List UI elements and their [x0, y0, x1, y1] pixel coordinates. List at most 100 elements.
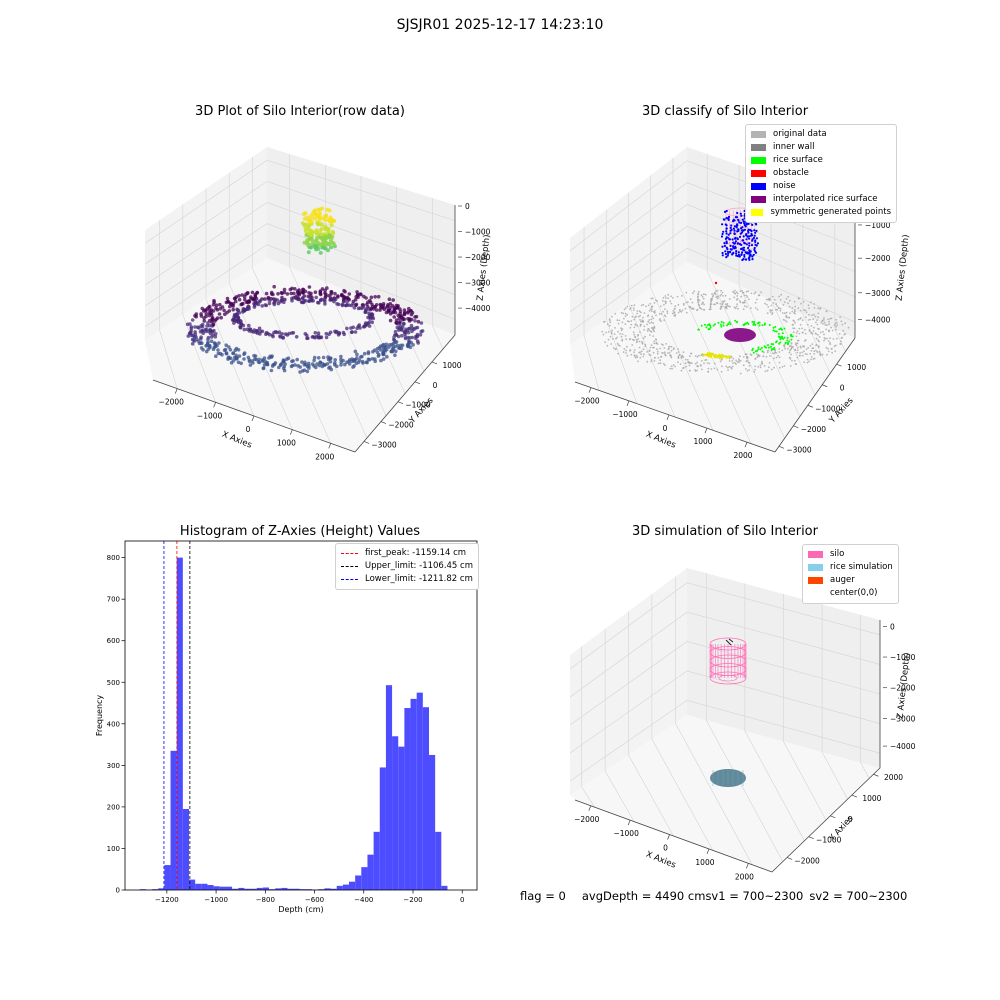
plot1-point — [315, 235, 319, 240]
plot2-point — [744, 299, 746, 302]
plot1-point — [392, 315, 397, 319]
plot2-point — [694, 362, 697, 365]
histogram-bar — [232, 888, 239, 890]
plot4-legend-swatch — [808, 564, 823, 571]
plot4-x-tick — [706, 848, 710, 855]
plot2-point — [748, 252, 751, 255]
plot2-point — [792, 327, 795, 330]
plot2-point — [790, 338, 793, 341]
plot1-point — [343, 362, 347, 367]
plot1-point — [195, 325, 200, 330]
plot2-point — [783, 365, 786, 367]
plot1-point — [247, 307, 251, 311]
plot2-point — [723, 244, 726, 247]
plot2-point — [624, 315, 627, 317]
plot2-original-data-cloud — [601, 289, 850, 375]
histogram-bar — [158, 888, 165, 890]
plot2-point — [825, 328, 827, 331]
plot2-point — [623, 348, 626, 350]
plot2-point — [816, 319, 818, 321]
plot2-point — [795, 342, 797, 345]
plot2-point — [684, 307, 687, 310]
plot1-point — [303, 298, 308, 303]
plot2-point — [739, 301, 742, 304]
plot2-point — [687, 301, 689, 303]
plot2-point — [633, 351, 635, 354]
plot1-point — [276, 292, 280, 296]
plot2-point — [750, 354, 753, 357]
plot2-point — [726, 324, 728, 327]
plot2-point — [655, 338, 658, 341]
plot2-point — [775, 303, 777, 305]
plot1-point — [253, 357, 257, 362]
plot2-point — [680, 369, 683, 372]
histogram-bar — [367, 854, 374, 890]
histogram-bar — [244, 888, 251, 890]
plot1-point — [300, 369, 305, 373]
plot2-point — [800, 317, 802, 319]
plot2-point — [659, 347, 661, 350]
plot1-x-tick — [290, 429, 293, 435]
plot2-point — [656, 348, 658, 351]
plot2-point — [701, 301, 704, 304]
plot2-legend-label: interpolated rice surface — [773, 194, 878, 204]
plot2-point — [654, 299, 657, 301]
plot2-point — [781, 366, 784, 368]
plot2-point — [700, 324, 703, 327]
plot2-point — [727, 369, 729, 371]
plot2-point — [636, 325, 639, 327]
plot4-y-tick — [873, 773, 879, 777]
plot4-x-tick — [627, 820, 631, 826]
plot2-point — [839, 316, 842, 318]
plot2-x-tick-label: 0 — [663, 424, 668, 433]
plot2-point — [835, 321, 838, 324]
plot2-point — [660, 343, 663, 346]
plot2-point — [722, 355, 725, 358]
plot2-point — [611, 337, 614, 340]
plot2-point — [720, 359, 723, 361]
plot1-point — [388, 306, 392, 310]
plot2-point — [739, 359, 742, 362]
plot2-point — [701, 368, 703, 371]
plot1-point — [316, 331, 321, 336]
plot1-point — [381, 357, 386, 361]
plot2-point — [787, 347, 789, 350]
histogram-legend: first_peak: -1159.14 cm Upper_limit: -110… — [335, 543, 479, 590]
plot2-point — [624, 323, 627, 325]
plot2-point — [634, 323, 637, 326]
plot1-point — [228, 348, 233, 352]
plot2-point — [720, 320, 723, 323]
plot2-point — [788, 356, 791, 359]
plot2-point — [734, 242, 737, 245]
plot2-point — [643, 353, 645, 356]
plot2-point — [809, 344, 812, 347]
plot1-point — [205, 341, 210, 346]
plot2-point — [652, 351, 655, 354]
plot2-point — [711, 293, 713, 295]
histogram-legend-line — [341, 553, 358, 554]
plot2-point — [767, 344, 769, 347]
plot2-grid-x — [650, 175, 714, 431]
plot2-legend-item: symmetric generated points — [751, 206, 891, 219]
plot2-point — [778, 348, 780, 350]
plot1-point — [363, 310, 368, 315]
plot2-legend-label: noise — [773, 181, 796, 191]
plot1-point — [239, 321, 243, 326]
plot1-point — [403, 336, 408, 341]
plot2-point — [690, 362, 693, 364]
plot2-point — [767, 366, 770, 369]
plot1-point — [188, 322, 192, 326]
plot2-point — [840, 340, 842, 343]
plot2-point — [808, 307, 810, 310]
plot1-point — [392, 305, 396, 310]
plot2-point — [730, 224, 733, 227]
histogram-bar — [410, 698, 417, 890]
plot2-grid-x — [672, 157, 752, 444]
plot1-point — [388, 343, 392, 347]
plot2-point — [685, 311, 688, 314]
plot2-point — [747, 229, 750, 233]
plot1-point — [332, 299, 336, 304]
plot1-point — [194, 312, 199, 316]
plot2-point — [728, 365, 731, 368]
plot2-point — [798, 332, 801, 335]
